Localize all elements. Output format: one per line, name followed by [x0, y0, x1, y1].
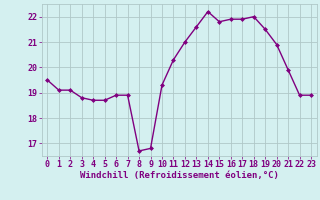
- X-axis label: Windchill (Refroidissement éolien,°C): Windchill (Refroidissement éolien,°C): [80, 171, 279, 180]
